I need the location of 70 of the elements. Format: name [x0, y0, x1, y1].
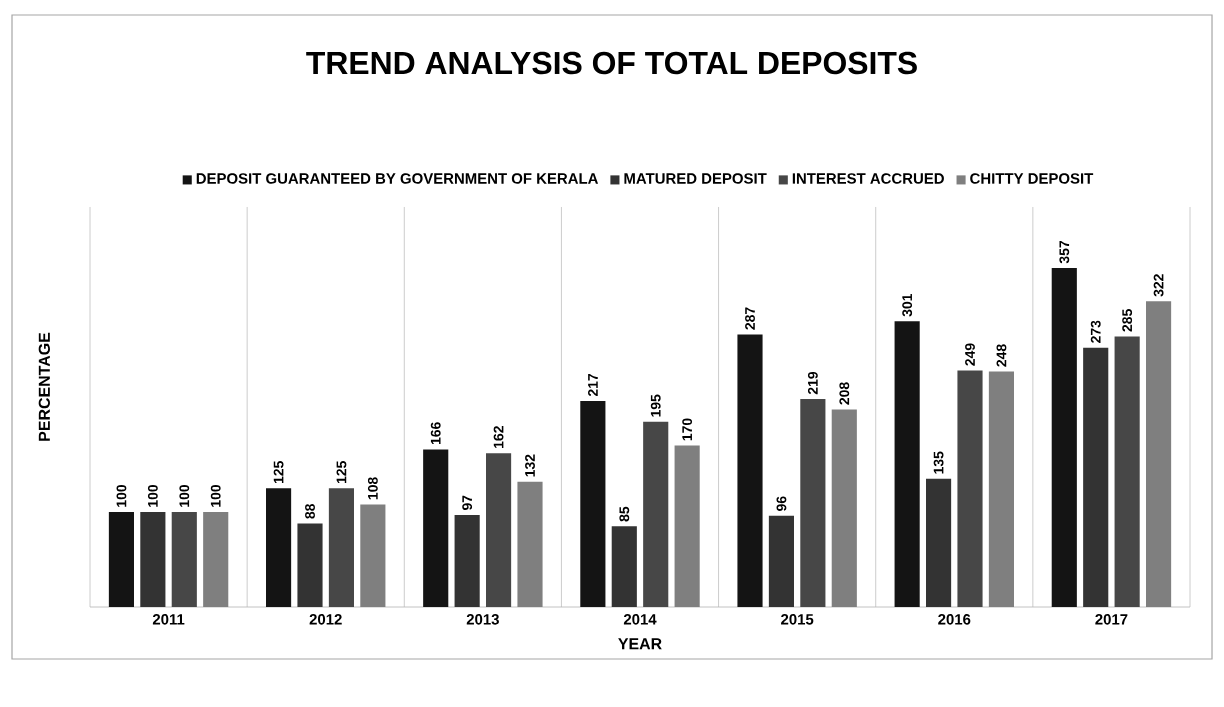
bar — [737, 334, 763, 607]
bar — [203, 512, 229, 607]
chart-title: TREND ANALYSIS OF TOTAL DEPOSITS — [306, 51, 917, 75]
bar — [517, 481, 543, 607]
data-label: 273 — [1090, 320, 1101, 343]
bar — [297, 523, 323, 607]
data-label: 219 — [807, 371, 818, 395]
bar — [926, 478, 952, 607]
data-label: 248 — [996, 344, 1007, 367]
bar — [831, 409, 857, 607]
bar — [1083, 347, 1109, 607]
data-label: 97 — [462, 495, 473, 511]
bar — [611, 526, 637, 607]
data-label: 166 — [430, 422, 441, 445]
data-label: 125 — [273, 461, 284, 484]
legend-label: MATURED DEPOSIT — [624, 173, 767, 184]
bar — [768, 515, 794, 607]
x-axis-title: YEAR — [618, 638, 662, 650]
bar — [580, 400, 606, 607]
bar — [894, 321, 920, 607]
data-label: 162 — [493, 426, 504, 448]
bar — [988, 371, 1014, 607]
data-label: 108 — [367, 477, 378, 500]
data-label: 85 — [619, 506, 630, 522]
bar — [957, 370, 983, 607]
data-label: 322 — [1153, 274, 1164, 297]
x-tick-label: 2012 — [309, 614, 342, 625]
bar — [643, 421, 669, 607]
data-label: 217 — [588, 373, 598, 397]
legend-label: DEPOSIT GUARANTEED BY GOVERNMENT OF KERALA — [196, 173, 599, 184]
bar — [800, 399, 826, 607]
x-tick-label: 2013 — [466, 614, 499, 625]
legend-label: INTEREST ACCRUED — [792, 173, 944, 184]
x-tick-label: 2011 — [152, 614, 185, 625]
bar — [674, 445, 700, 607]
y-axis-title: PERCENTAGE — [38, 332, 50, 441]
data-label: 100 — [147, 484, 158, 507]
bar — [328, 488, 354, 607]
data-label: 100 — [116, 484, 127, 507]
data-label: 100 — [210, 484, 221, 507]
data-label: 287 — [745, 307, 755, 330]
data-label: 285 — [1122, 309, 1133, 332]
data-label: 249 — [965, 343, 975, 366]
data-label: 357 — [1059, 240, 1070, 264]
data-label: 100 — [179, 484, 190, 507]
data-label: 170 — [682, 418, 693, 441]
bar — [1114, 336, 1140, 607]
data-label: 208 — [839, 382, 850, 405]
data-label: 132 — [525, 454, 535, 477]
bar — [171, 512, 197, 607]
bar — [266, 488, 292, 607]
bar — [486, 453, 512, 607]
data-label: 195 — [650, 394, 661, 417]
x-tick-label: 2016 — [938, 614, 971, 625]
data-label: 135 — [933, 451, 944, 474]
legend-label: CHITTY DEPOSIT — [970, 173, 1094, 184]
x-tick-label: 2015 — [781, 614, 814, 625]
bar — [1146, 301, 1172, 607]
bar — [454, 514, 480, 607]
data-label: 301 — [902, 293, 913, 317]
data-label: 96 — [776, 496, 787, 511]
x-tick-label: 2014 — [623, 614, 657, 625]
data-label: 88 — [305, 503, 315, 519]
x-tick-label: 2017 — [1095, 614, 1128, 625]
data-label: 125 — [336, 461, 347, 484]
bar — [140, 512, 166, 607]
bar — [1051, 268, 1077, 607]
bar — [108, 512, 134, 607]
bar — [360, 504, 386, 607]
bar — [423, 449, 449, 607]
